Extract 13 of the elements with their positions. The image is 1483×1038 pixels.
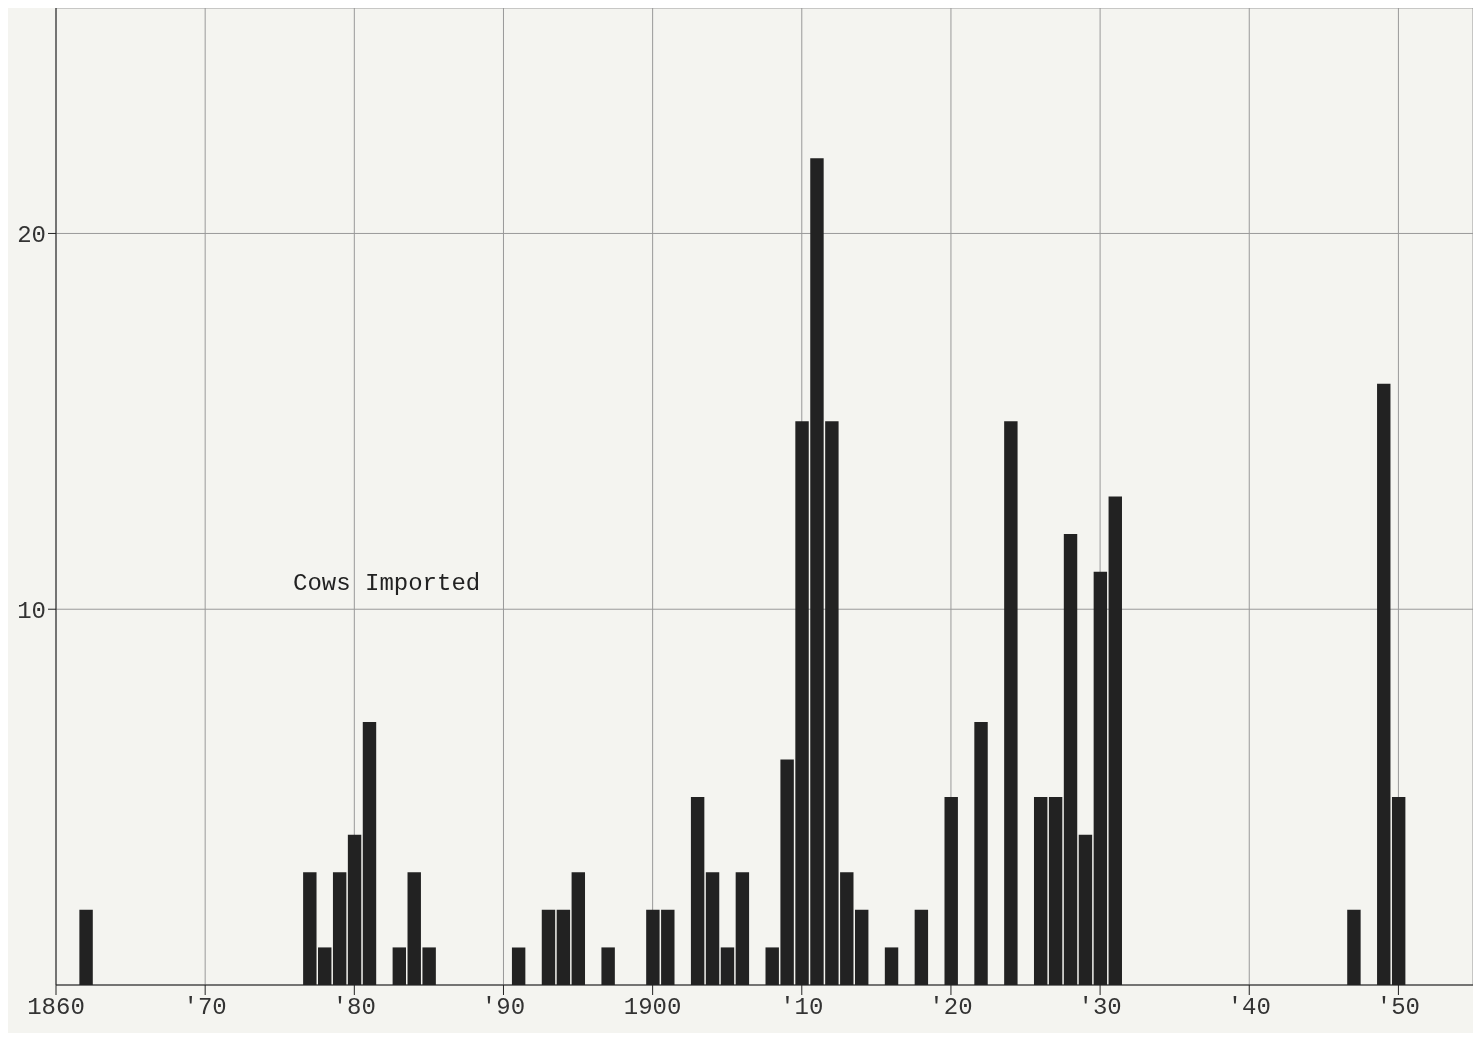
annotation: Cows Imported <box>293 570 481 597</box>
x-tick-label: '40 <box>1227 994 1271 1022</box>
y-tick-label: 10 <box>17 597 46 625</box>
x-tick-label: '90 <box>481 994 526 1022</box>
x-tick-label: 1900 <box>623 994 682 1022</box>
x-tick-label: 1860 <box>27 994 85 1022</box>
x-tick-label: '50 <box>1376 994 1421 1022</box>
y-tick-label: 20 <box>17 221 46 249</box>
x-tick-label: '10 <box>780 994 824 1022</box>
x-tick-label: '80 <box>332 994 376 1022</box>
x-tick-label: '20 <box>929 994 973 1022</box>
x-tick-label: '30 <box>1078 994 1122 1022</box>
x-tick-label: '70 <box>183 994 227 1022</box>
